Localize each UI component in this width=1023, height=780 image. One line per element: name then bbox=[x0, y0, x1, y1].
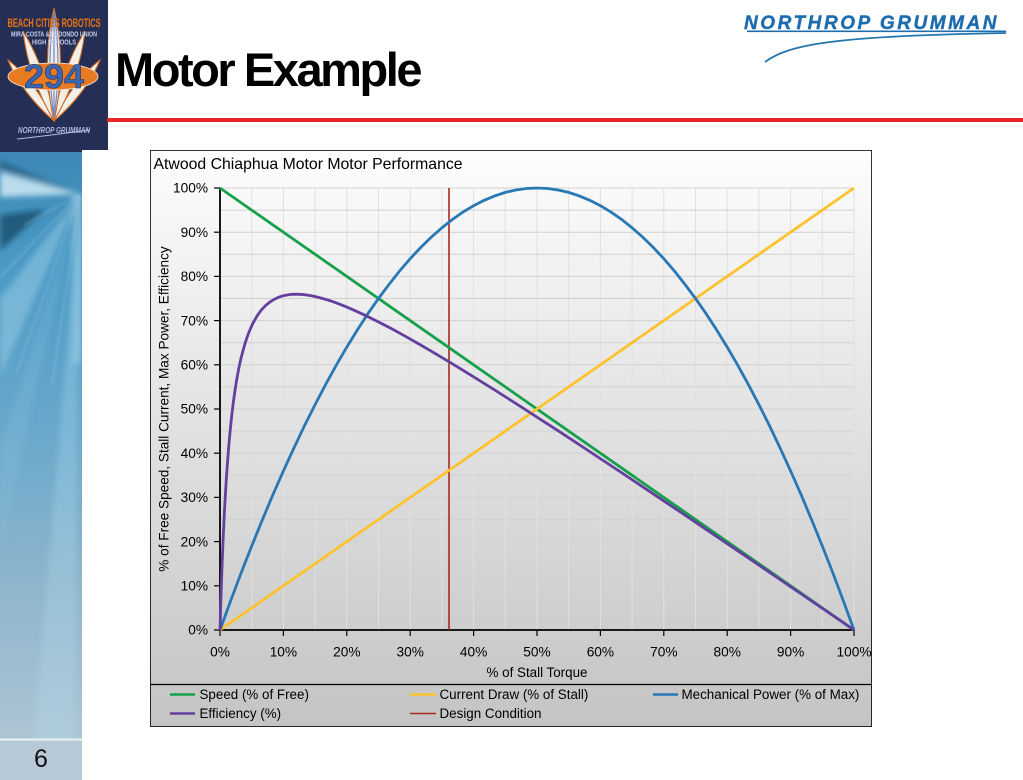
svg-text:70%: 70% bbox=[181, 313, 208, 328]
svg-text:10%: 10% bbox=[181, 579, 208, 594]
svg-text:Current Draw (% of Stall): Current Draw (% of Stall) bbox=[440, 687, 589, 702]
svg-text:80%: 80% bbox=[181, 269, 208, 284]
svg-text:% of Free Speed, Stall Current: % of Free Speed, Stall Current, Max Powe… bbox=[157, 246, 172, 572]
svg-text:BEACH CITIES ROBOTICS: BEACH CITIES ROBOTICS bbox=[8, 18, 101, 30]
svg-text:Efficiency (%): Efficiency (%) bbox=[200, 706, 282, 721]
svg-text:NORTHROP GRUMMAN: NORTHROP GRUMMAN bbox=[18, 126, 90, 135]
svg-text:50%: 50% bbox=[181, 402, 208, 417]
svg-text:MIRA COSTA & REDONDO UNION: MIRA COSTA & REDONDO UNION bbox=[11, 32, 97, 39]
svg-text:90%: 90% bbox=[777, 645, 804, 660]
svg-text:50%: 50% bbox=[523, 645, 550, 660]
svg-text:NORTHROP GRUMMAN: NORTHROP GRUMMAN bbox=[744, 13, 999, 34]
svg-text:0%: 0% bbox=[188, 623, 208, 638]
svg-text:70%: 70% bbox=[650, 645, 677, 660]
svg-text:90%: 90% bbox=[181, 225, 208, 240]
svg-text:% of Stall Torque: % of Stall Torque bbox=[487, 665, 588, 680]
svg-text:80%: 80% bbox=[713, 645, 740, 660]
svg-text:Mechanical Power (% of Max): Mechanical Power (% of Max) bbox=[682, 687, 860, 702]
svg-text:294: 294 bbox=[24, 58, 84, 96]
svg-text:10%: 10% bbox=[270, 645, 297, 660]
svg-text:100%: 100% bbox=[173, 181, 208, 196]
svg-text:HIGH SCHOOLS: HIGH SCHOOLS bbox=[32, 40, 76, 47]
svg-text:30%: 30% bbox=[181, 490, 208, 505]
svg-text:Design Condition: Design Condition bbox=[440, 706, 542, 721]
svg-text:60%: 60% bbox=[587, 645, 614, 660]
svg-text:0%: 0% bbox=[210, 645, 230, 660]
svg-text:Atwood Chiaphua Motor Motor Pe: Atwood Chiaphua Motor Motor Performance bbox=[154, 156, 463, 173]
svg-text:40%: 40% bbox=[181, 446, 208, 461]
svg-text:30%: 30% bbox=[396, 645, 423, 660]
svg-text:40%: 40% bbox=[460, 645, 487, 660]
svg-text:20%: 20% bbox=[181, 534, 208, 549]
svg-text:60%: 60% bbox=[181, 358, 208, 373]
svg-text:100%: 100% bbox=[836, 645, 871, 660]
svg-text:20%: 20% bbox=[333, 645, 360, 660]
svg-text:Speed (% of Free): Speed (% of Free) bbox=[200, 687, 309, 702]
